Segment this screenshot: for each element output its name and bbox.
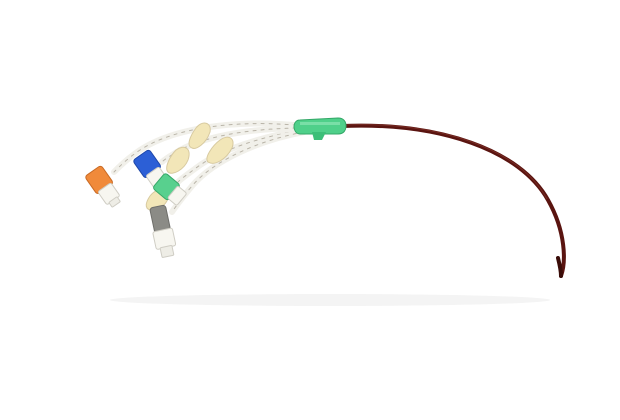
green-luer-cap (167, 186, 187, 206)
ground-shadow (110, 294, 550, 306)
grey-cap-tip (159, 245, 175, 258)
catheter-tip (556, 256, 563, 278)
tube-orange-line-stripe (113, 123, 305, 173)
grey-connector (149, 204, 177, 258)
tube-grey-line-stripe (171, 131, 305, 213)
clamp-3 (166, 146, 190, 174)
hub-body (293, 117, 347, 135)
orange-connector (85, 165, 121, 208)
green-connector (153, 173, 187, 206)
junction-hub (293, 117, 347, 140)
clamp-1 (188, 122, 211, 149)
clamp-2 (206, 136, 234, 164)
tube-green-line-stripe (177, 129, 305, 183)
hub-suture-wing (312, 132, 326, 140)
hub-highlight (300, 122, 340, 125)
tube-blue-line-stripe (161, 127, 305, 163)
shaft-highlight (341, 124, 548, 200)
orange-cap-tip (108, 196, 121, 208)
